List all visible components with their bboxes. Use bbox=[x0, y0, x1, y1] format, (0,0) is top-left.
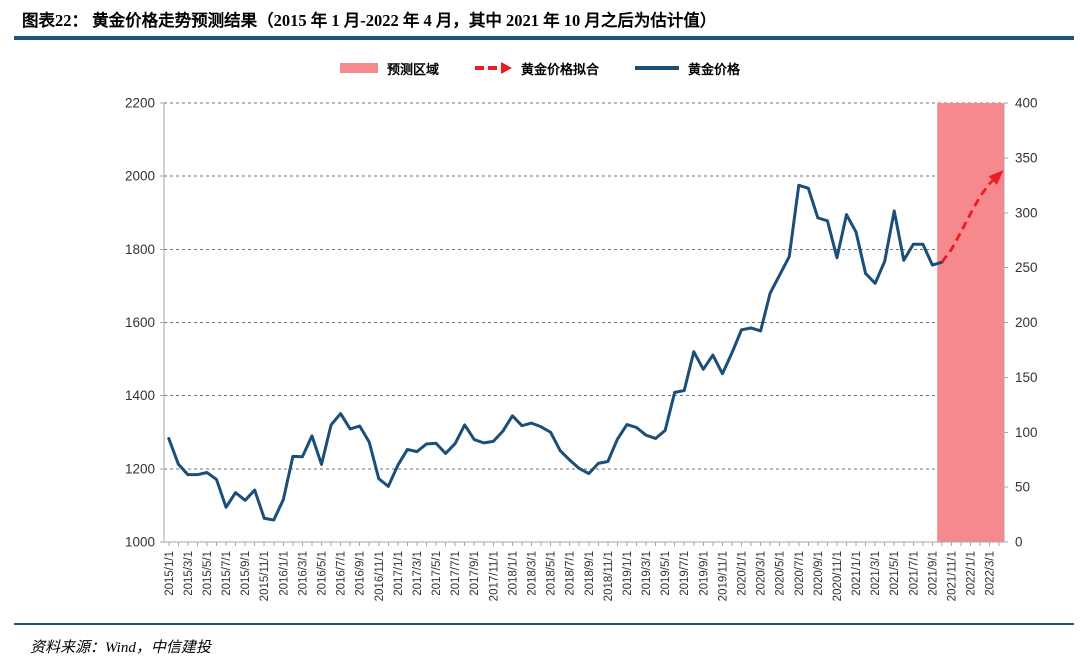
x-axis-label: 2021/5/1 bbox=[889, 551, 901, 596]
x-axis-label: 2018/3/1 bbox=[527, 551, 539, 596]
line-swatch bbox=[635, 66, 679, 70]
x-axis-label: 2015/9/1 bbox=[240, 551, 252, 596]
x-axis-label: 2019/1/1 bbox=[622, 551, 634, 596]
y-axis-label-right: 100 bbox=[1015, 425, 1038, 440]
x-axis-label: 2016/9/1 bbox=[355, 551, 367, 596]
y-axis-label-right: 0 bbox=[1015, 535, 1023, 550]
fitted-arrow-head-icon bbox=[988, 170, 1004, 185]
x-axis-label: 2022/3/1 bbox=[985, 551, 997, 596]
x-axis-label: 2019/11/1 bbox=[717, 551, 729, 601]
x-axis-label: 2016/7/1 bbox=[336, 551, 348, 596]
forecast-region-swatch bbox=[339, 63, 378, 73]
x-axis-label: 2019/3/1 bbox=[641, 551, 653, 596]
x-axis-label: 2021/1/1 bbox=[851, 551, 863, 596]
forecast-region bbox=[937, 103, 1004, 542]
y-axis-label-right: 200 bbox=[1015, 315, 1038, 330]
legend-item-gold-price: 黄金价格 bbox=[635, 59, 740, 78]
legend-item-forecast-region: 预测区域 bbox=[339, 59, 439, 78]
y-axis-label-left: 1400 bbox=[125, 388, 155, 403]
dash-segment bbox=[487, 66, 497, 70]
x-axis-label: 2019/7/1 bbox=[679, 551, 691, 596]
x-axis-label: 2020/9/1 bbox=[813, 551, 825, 596]
x-axis-label: 2015/11/1 bbox=[259, 551, 271, 601]
x-axis-label: 2016/1/1 bbox=[278, 551, 290, 596]
x-axis-label: 2018/11/1 bbox=[603, 551, 615, 601]
x-axis-label: 2016/3/1 bbox=[297, 551, 309, 596]
x-axis-label: 2018/5/1 bbox=[546, 551, 558, 596]
y-axis-label-left: 1600 bbox=[125, 315, 155, 330]
x-axis-label: 2021/3/1 bbox=[870, 551, 882, 596]
x-axis-label: 2017/7/1 bbox=[450, 551, 462, 596]
x-axis-label: 2017/11/1 bbox=[488, 551, 500, 601]
chart-canvas: 1000 1200 1400 1600 1800 2000 2200 0 50 100 150 200… bbox=[125, 96, 1038, 602]
figure-title: 图表22： 黄金价格走势预测结果（2015 年 1 月-2022 年 4 月，其… bbox=[22, 11, 717, 30]
x-axis-label: 2017/5/1 bbox=[431, 551, 443, 596]
y-axis-label-right: 50 bbox=[1015, 480, 1030, 495]
y-axis-label-right: 250 bbox=[1015, 260, 1038, 275]
x-axis-label: 2020/3/1 bbox=[756, 551, 768, 596]
x-axis-label: 2017/1/1 bbox=[393, 551, 405, 596]
legend-label-gold-price: 黄金价格 bbox=[688, 61, 741, 77]
x-axis-label: 2017/3/1 bbox=[412, 551, 424, 596]
x-axis-label: 2018/9/1 bbox=[584, 551, 596, 596]
gold-price-fitted-line bbox=[940, 173, 1001, 263]
footer-divider bbox=[14, 623, 1074, 625]
x-axis-label: 2022/1/1 bbox=[966, 551, 978, 596]
x-axis-label: 2020/7/1 bbox=[794, 551, 806, 596]
arrow-head-icon bbox=[500, 62, 512, 74]
x-axis-label: 2021/9/1 bbox=[927, 551, 939, 596]
legend-label-fitted-line: 黄金价格拟合 bbox=[520, 61, 599, 77]
y-axis-label-right: 150 bbox=[1015, 370, 1038, 385]
x-axis-label: 2021/11/1 bbox=[947, 551, 959, 601]
x-axis-label: 2021/7/1 bbox=[908, 551, 920, 596]
x-axis-label: 2017/9/1 bbox=[469, 551, 481, 596]
x-axis-label: 2016/11/1 bbox=[374, 551, 386, 601]
x-axis-label: 2020/5/1 bbox=[775, 551, 787, 596]
y-axis-label-left: 1200 bbox=[125, 461, 155, 476]
y-axis-label-left: 2200 bbox=[125, 96, 155, 111]
y-axis-label-right: 300 bbox=[1015, 205, 1038, 220]
x-axis-label: 2020/1/1 bbox=[737, 551, 749, 596]
x-axis-label: 2015/3/1 bbox=[183, 551, 195, 596]
title-divider bbox=[14, 36, 1074, 40]
gold-price-chart: 1000 1200 1400 1600 1800 2000 2200 0 50 100 150 200… bbox=[125, 96, 1038, 602]
x-axis-label: 2015/5/1 bbox=[202, 551, 214, 596]
x-axis-label: 2020/11/1 bbox=[832, 551, 844, 601]
y-axis-label-left: 2000 bbox=[125, 169, 155, 184]
y-axis-label-left: 1000 bbox=[125, 535, 155, 550]
x-axis-label: 2018/7/1 bbox=[565, 551, 577, 596]
gold-price-line bbox=[167, 183, 944, 522]
legend-label-forecast-region: 预测区域 bbox=[386, 61, 439, 77]
source-note: 资料来源：Wind，中信建投 bbox=[30, 640, 211, 656]
y-axis-label-right: 400 bbox=[1015, 96, 1038, 111]
x-axis-label: 2019/5/1 bbox=[660, 551, 672, 596]
dash-segment bbox=[474, 66, 484, 70]
dashed-arrow-swatch bbox=[474, 62, 512, 74]
chart-legend: 预测区域 黄金价格拟合 黄金价格 bbox=[0, 56, 1080, 80]
x-axis-label: 2015/7/1 bbox=[221, 551, 233, 596]
x-axis-label: 2019/9/1 bbox=[698, 551, 710, 596]
x-axis-label: 2015/1/1 bbox=[164, 551, 176, 596]
x-axis-label: 2018/1/1 bbox=[507, 551, 519, 596]
y-axis-label-right: 350 bbox=[1015, 150, 1038, 165]
x-axis-label: 2016/5/1 bbox=[317, 551, 329, 596]
y-axis-label-left: 1800 bbox=[125, 242, 155, 257]
legend-item-fitted-line: 黄金价格拟合 bbox=[474, 59, 599, 78]
